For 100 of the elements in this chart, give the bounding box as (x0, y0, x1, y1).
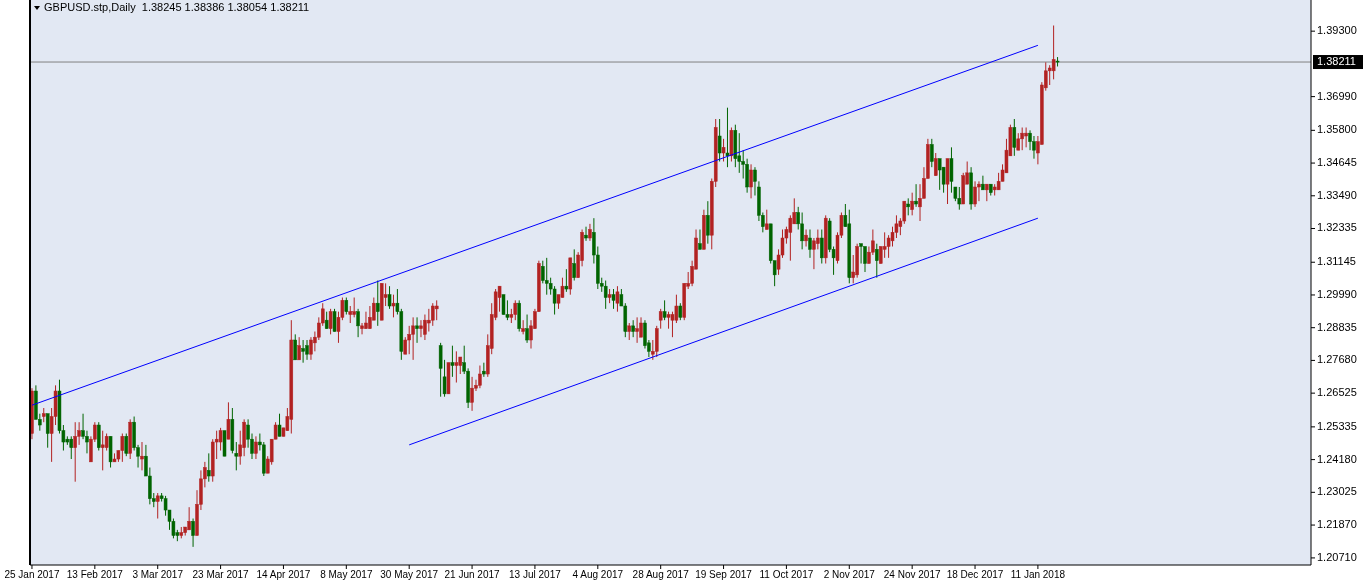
y-tick-label: 1.29990 (1317, 287, 1357, 300)
candlestick (572, 248, 576, 282)
candlestick (788, 214, 793, 262)
candlestick (415, 316, 419, 344)
candlestick (364, 311, 368, 330)
candlestick (120, 433, 125, 463)
candlestick (368, 305, 372, 330)
ref-line-label: 1.38211 (1317, 54, 1356, 67)
x-tick-label: 24 Nov 2017 (883, 569, 941, 580)
x-tick-label: 4 Aug 2017 (572, 569, 624, 580)
candlestick (501, 294, 506, 316)
candlestick (717, 118, 722, 163)
y-tick-label: 1.31145 (1317, 255, 1356, 268)
candlestick (875, 243, 879, 279)
candlestick (226, 401, 231, 440)
candlestick (360, 322, 364, 335)
candlestick (973, 180, 977, 208)
x-tick-label: 2 Nov 2017 (823, 569, 876, 580)
candlestick (124, 433, 129, 457)
candlestick (1024, 127, 1028, 148)
candlestick (603, 280, 608, 310)
x-tick-label: 21 Jun 2017 (444, 569, 501, 580)
x-tick-label: 11 Jan 2018 (1010, 569, 1066, 580)
candlestick (434, 299, 439, 321)
y-tick-label: 1.21870 (1317, 517, 1357, 530)
x-tick-label: 11 Oct 2017 (759, 569, 814, 580)
candlestick (914, 183, 918, 208)
candlestick (356, 308, 360, 338)
x-tick-label: 8 May 2017 (320, 569, 373, 580)
candlestick (438, 342, 443, 398)
candlestick (482, 362, 486, 378)
candlestick (207, 452, 211, 483)
y-tick-label: 1.26525 (1317, 386, 1357, 399)
candlestick (525, 314, 529, 344)
candlestick (305, 339, 309, 361)
y-tick-label: 1.25335 (1317, 419, 1357, 432)
candlestick (187, 506, 191, 531)
candlestick (930, 138, 934, 168)
candlestick (297, 336, 301, 361)
y-tick-label: 1.23025 (1317, 485, 1357, 498)
candlestick (1020, 127, 1024, 151)
x-tick-label: 13 Jul 2017 (509, 569, 562, 580)
candlestick (749, 163, 753, 199)
candlestick (808, 229, 812, 259)
candlestick (521, 319, 525, 335)
y-tick-label: 1.35800 (1317, 123, 1357, 136)
candlestick (957, 186, 962, 211)
candlestick (765, 209, 769, 231)
candlestick (544, 257, 549, 296)
y-tick-label: 1.32335 (1317, 221, 1357, 234)
candlestick (706, 200, 710, 245)
candlestick (513, 299, 518, 321)
y-tick-label: 1.33490 (1317, 188, 1357, 201)
candlestick (301, 339, 305, 364)
candlestick (100, 430, 105, 471)
candlestick (73, 421, 77, 483)
candlestick (140, 441, 144, 471)
x-tick-label: 13 Feb 2017 (66, 569, 124, 580)
candlestick (450, 345, 455, 378)
candlestick (937, 158, 942, 191)
y-tick-label: 1.36990 (1317, 89, 1357, 102)
candlestick (352, 297, 356, 318)
candlestick (698, 229, 702, 250)
candlestick (820, 229, 824, 265)
x-tick-label: 25 Jan 2017 (4, 569, 60, 580)
candlestick (391, 294, 396, 318)
candlestick (470, 376, 474, 412)
candlestick (411, 316, 415, 361)
candlestick (478, 365, 482, 389)
x-tick-label: 18 Dec 2017 (946, 569, 1004, 580)
y-tick-label: 1.28835 (1317, 320, 1357, 333)
candlestick (564, 268, 569, 293)
y-tick-label: 1.20710 (1317, 550, 1357, 563)
x-tick-label: 30 May 2017 (380, 569, 439, 580)
candlestick (191, 518, 195, 548)
x-tick-label: 19 Sep 2017 (695, 569, 753, 580)
chart-title: GBPUSD.stp,Daily 1.38245 1.38386 1.38054 1.38211 (44, 1, 310, 13)
x-tick-label: 3 Mar 2017 (132, 569, 184, 580)
candlestick (45, 413, 50, 449)
candlestick (309, 336, 313, 361)
candlestick (721, 138, 726, 163)
candlestick (69, 435, 74, 460)
candlestick (97, 421, 101, 452)
candlestick (804, 229, 808, 248)
candlestick (863, 246, 867, 273)
y-tick-label: 1.34645 (1317, 155, 1357, 168)
y-tick-label: 1.39300 (1317, 24, 1357, 37)
candlestick (254, 435, 258, 460)
candlestick (933, 152, 938, 177)
candlestick (387, 285, 392, 310)
x-tick-label: 23 Mar 2017 (192, 569, 250, 580)
candlestick (662, 299, 667, 321)
candlestick (635, 316, 639, 344)
y-tick-label: 1.27680 (1317, 353, 1357, 366)
candlestick (431, 302, 435, 327)
candlestick (584, 226, 588, 242)
candlestick (859, 243, 863, 265)
candlestick (376, 280, 380, 327)
x-tick-label: 14 Apr 2017 (256, 569, 311, 580)
candlestick (910, 192, 914, 216)
